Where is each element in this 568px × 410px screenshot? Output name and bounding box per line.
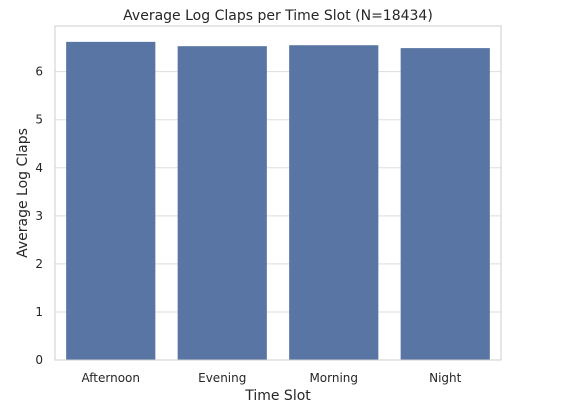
axes-frame [54,25,502,361]
y-axis-label: Average Log Claps [15,128,31,258]
x-tick-labels: Afternoon Evening Morning Night [82,371,462,385]
x-tick-label: Night [429,371,462,385]
y-tick-labels: 0 1 2 3 4 5 6 [35,65,43,367]
y-tick-label: 2 [35,257,43,271]
y-tick-label: 4 [35,161,43,175]
x-tick-label: Evening [198,371,246,385]
chart-title: Average Log Claps per Time Slot (N=18434… [123,8,433,24]
y-tick-label: 5 [35,113,43,127]
bar-evening [177,46,267,360]
bar-morning [289,45,379,360]
bar-afternoon [66,41,156,360]
x-axis-label: Time Slot [244,388,311,404]
y-tick-label: 3 [35,209,43,223]
y-tick-label: 0 [35,353,43,367]
x-tick-label: Afternoon [82,371,141,385]
x-tick-label: Morning [309,371,358,385]
bar-layer [66,41,490,360]
bar-night [400,48,490,360]
y-tick-label: 1 [35,305,43,319]
y-tick-label: 6 [35,65,43,79]
